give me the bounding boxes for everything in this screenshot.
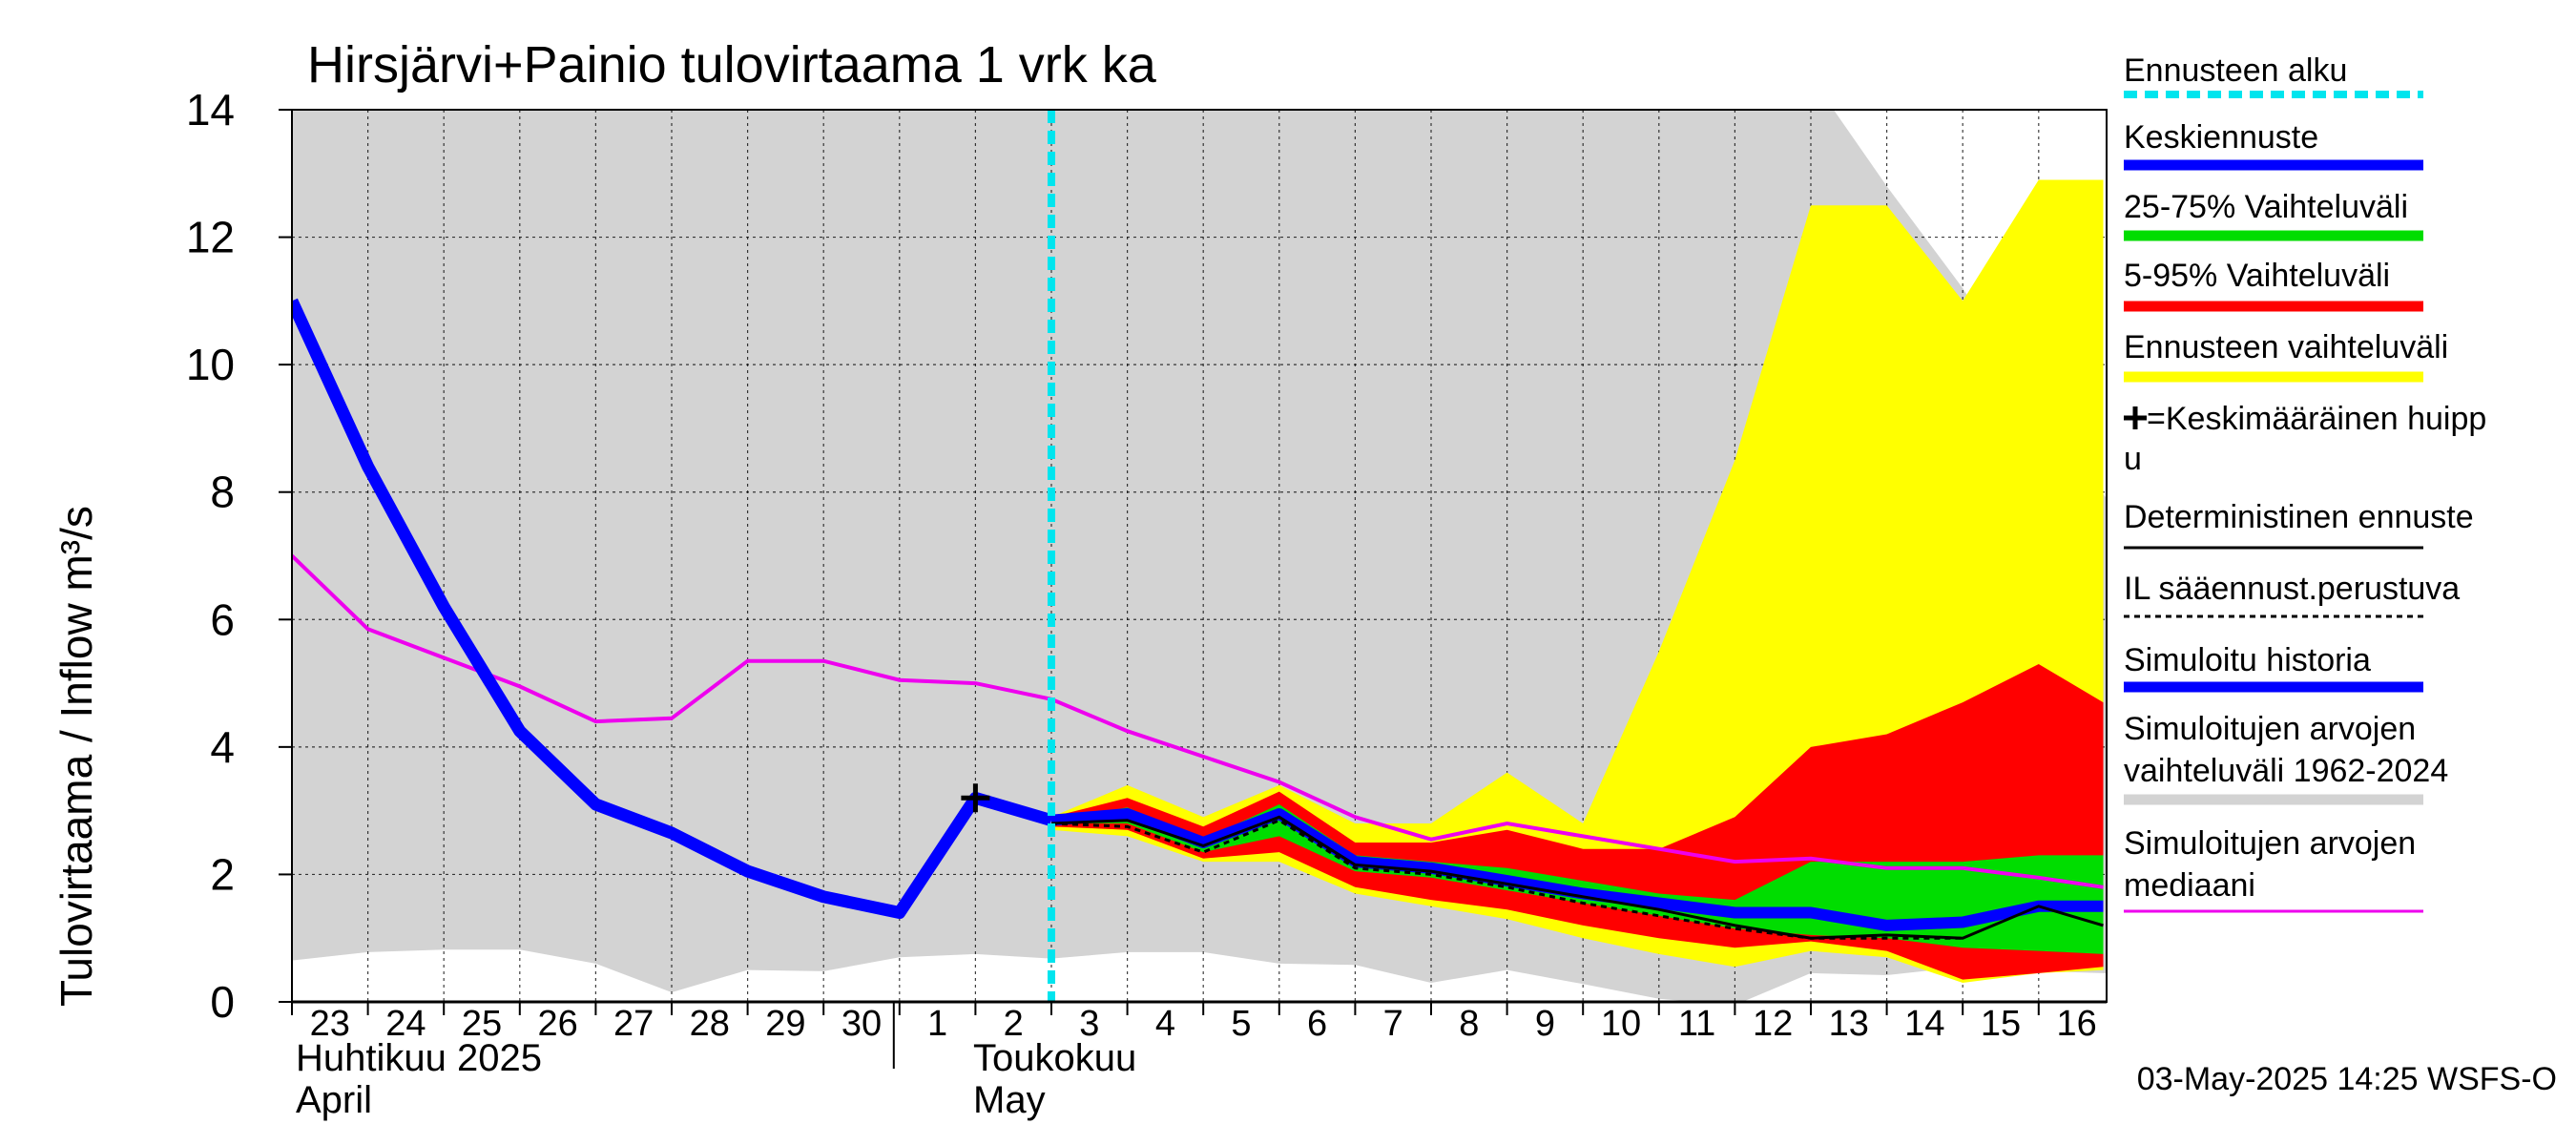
- x-tick-label: 15: [1981, 1004, 2021, 1044]
- x-tick-label: 4: [1155, 1004, 1175, 1044]
- x-tick-label: 29: [765, 1004, 805, 1044]
- x-tick-label: 26: [537, 1004, 577, 1044]
- legend-label: =Keskimääräinen huipp: [2147, 401, 2486, 437]
- legend-label: Ennusteen alku: [2124, 52, 2347, 89]
- il-weather-line: [1050, 819, 1963, 940]
- x-tick-label: 5: [1231, 1004, 1251, 1044]
- x-tick-label: 27: [613, 1004, 654, 1044]
- month-label-en: May: [973, 1079, 1046, 1121]
- x-tick-label: 23: [310, 1004, 350, 1044]
- x-tick-label: 2: [1004, 1004, 1024, 1044]
- x-tick-label: 8: [1459, 1004, 1479, 1044]
- x-tick-label: 9: [1535, 1004, 1555, 1044]
- x-tick-label: 28: [690, 1004, 730, 1044]
- legend-label: Simuloitujen arvojen: [2124, 711, 2416, 747]
- sim-range-lower-gap: [292, 949, 2107, 1002]
- x-tick-label: 7: [1383, 1004, 1403, 1044]
- legend-label-line2: mediaani: [2124, 867, 2255, 904]
- x-tick-label: 13: [1829, 1004, 1869, 1044]
- y-tick-label: 6: [210, 594, 235, 644]
- y-tick-label: 10: [186, 340, 235, 389]
- y-tick-label: 4: [210, 722, 235, 772]
- x-tick-label: 24: [385, 1004, 426, 1044]
- month-label-en: April: [296, 1079, 372, 1121]
- y-tick-label: 0: [210, 977, 235, 1027]
- y-tick-label: 8: [210, 468, 235, 517]
- legend-label: Simuloitujen arvojen: [2124, 825, 2416, 862]
- legend-label: Keskiennuste: [2124, 119, 2318, 156]
- chart-title: Hirsjärvi+Painio tulovirtaama 1 vrk ka: [307, 36, 1157, 94]
- legend-plus-icon: [2124, 406, 2147, 429]
- y-axis-label: Tulovirtaama / Inflow m³/s: [52, 506, 101, 1007]
- timestamp-footer: 03-May-2025 14:25 WSFS-O: [2137, 1061, 2557, 1097]
- x-tick-label: 10: [1601, 1004, 1641, 1044]
- sim-median-line: [292, 554, 2104, 889]
- legend-label-line2: vaihteluväli 1962-2024: [2124, 753, 2448, 789]
- legend-label-line2: u: [2124, 441, 2142, 477]
- y-tick-label: 2: [210, 849, 235, 899]
- median-forecast-line: [1050, 808, 2104, 931]
- legend-label: Ennusteen vaihteluväli: [2124, 329, 2448, 365]
- y-tick-label: 14: [186, 85, 235, 135]
- y-tick-label: 12: [186, 213, 235, 262]
- legend-label: IL sääennust.perustuva: [2124, 571, 2460, 607]
- legend-label: Simuloitu historia: [2124, 642, 2371, 678]
- legend-label: Deterministinen ennuste: [2124, 499, 2474, 535]
- legend-label: 5-95% Vaihteluväli: [2124, 258, 2390, 294]
- x-tick-label: 30: [841, 1004, 882, 1044]
- month-label-fi: Toukokuu: [973, 1037, 1136, 1079]
- x-tick-label: 1: [927, 1004, 947, 1044]
- legend-label: 25-75% Vaihteluväli: [2124, 189, 2408, 225]
- mean-peak-marker: [961, 783, 990, 813]
- legend: Ennusteen alku Keskiennuste 25-75% Vaihtel…: [2124, 52, 2486, 913]
- x-tick-label: 11: [1678, 1004, 1715, 1044]
- x-tick-label: 3: [1079, 1004, 1099, 1044]
- month-label-fi: Huhtikuu 2025: [296, 1037, 542, 1079]
- plot-area: [292, 110, 2107, 1002]
- x-tick-label: 14: [1904, 1004, 1944, 1044]
- x-tick-label: 16: [2056, 1004, 2096, 1044]
- x-tick-label: 6: [1307, 1004, 1327, 1044]
- x-tick-label: 25: [462, 1004, 502, 1044]
- x-tick-label: 12: [1753, 1004, 1793, 1044]
- sim-history-line: [292, 298, 1053, 919]
